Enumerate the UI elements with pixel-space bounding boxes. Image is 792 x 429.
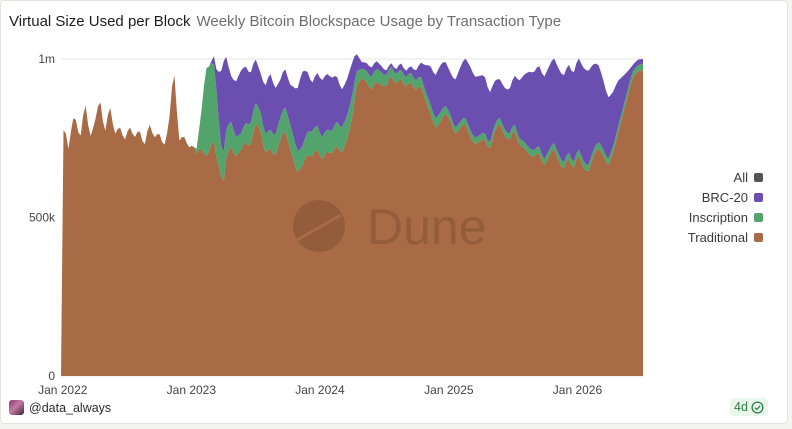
legend-label: Traditional	[687, 229, 748, 245]
x-tick-label-2: Jan 2024	[295, 383, 345, 397]
legend-item-brc-20[interactable]: BRC-20	[688, 187, 763, 207]
legend-swatch	[754, 232, 763, 242]
legend-label: Inscription	[688, 209, 748, 225]
legend-item-traditional[interactable]: Traditional	[688, 227, 763, 247]
stacked-areas	[61, 54, 643, 376]
freshness-label: 4d	[734, 400, 748, 414]
legend-swatch	[754, 192, 763, 202]
x-tick-label-0: Jan 2022	[38, 383, 88, 397]
y-tick-label-2: 1m	[38, 52, 55, 66]
legend-item-all[interactable]: All	[688, 167, 763, 187]
chart-subtitle: Weekly Bitcoin Blockspace Usage by Trans…	[196, 13, 562, 30]
watermark-logo-icon	[293, 200, 345, 252]
chart-title: Virtual Size Used per Block	[9, 13, 191, 30]
dune-watermark: Dune	[293, 199, 487, 255]
area-series-traditional[interactable]	[61, 70, 643, 376]
freshness-badge[interactable]: 4d	[730, 398, 768, 416]
legend-label: BRC-20	[701, 189, 748, 205]
x-tick-label-1: Jan 2023	[167, 383, 217, 397]
legend-swatch	[754, 172, 763, 182]
avatar	[9, 400, 24, 415]
author-link[interactable]: @data_always	[9, 400, 111, 415]
chart-legend: All BRC-20 Inscription Traditional	[688, 167, 763, 247]
legend-label: All	[733, 169, 748, 185]
axes: 0 500k 1m Jan 2022 Jan 2023 Jan 2024 Jan 2025 J…	[29, 52, 603, 397]
legend-swatch	[754, 212, 763, 222]
check-circle-icon	[751, 400, 764, 414]
y-tick-label-1: 500k	[29, 211, 56, 225]
x-tick-label-4: Jan 2026	[553, 383, 603, 397]
author-username: @data_always	[29, 400, 112, 415]
watermark-logo-slash	[296, 213, 342, 242]
area-series-brc-20[interactable]	[61, 54, 643, 376]
x-tick-label-3: Jan 2025	[424, 383, 474, 397]
area-series-inscription[interactable]	[61, 63, 643, 376]
legend-item-inscription[interactable]: Inscription	[688, 207, 763, 227]
y-tick-label-0: 0	[48, 369, 55, 383]
chart-header: Virtual Size Used per Block Weekly Bitcoi…	[9, 13, 561, 31]
watermark-text: Dune	[367, 199, 487, 255]
